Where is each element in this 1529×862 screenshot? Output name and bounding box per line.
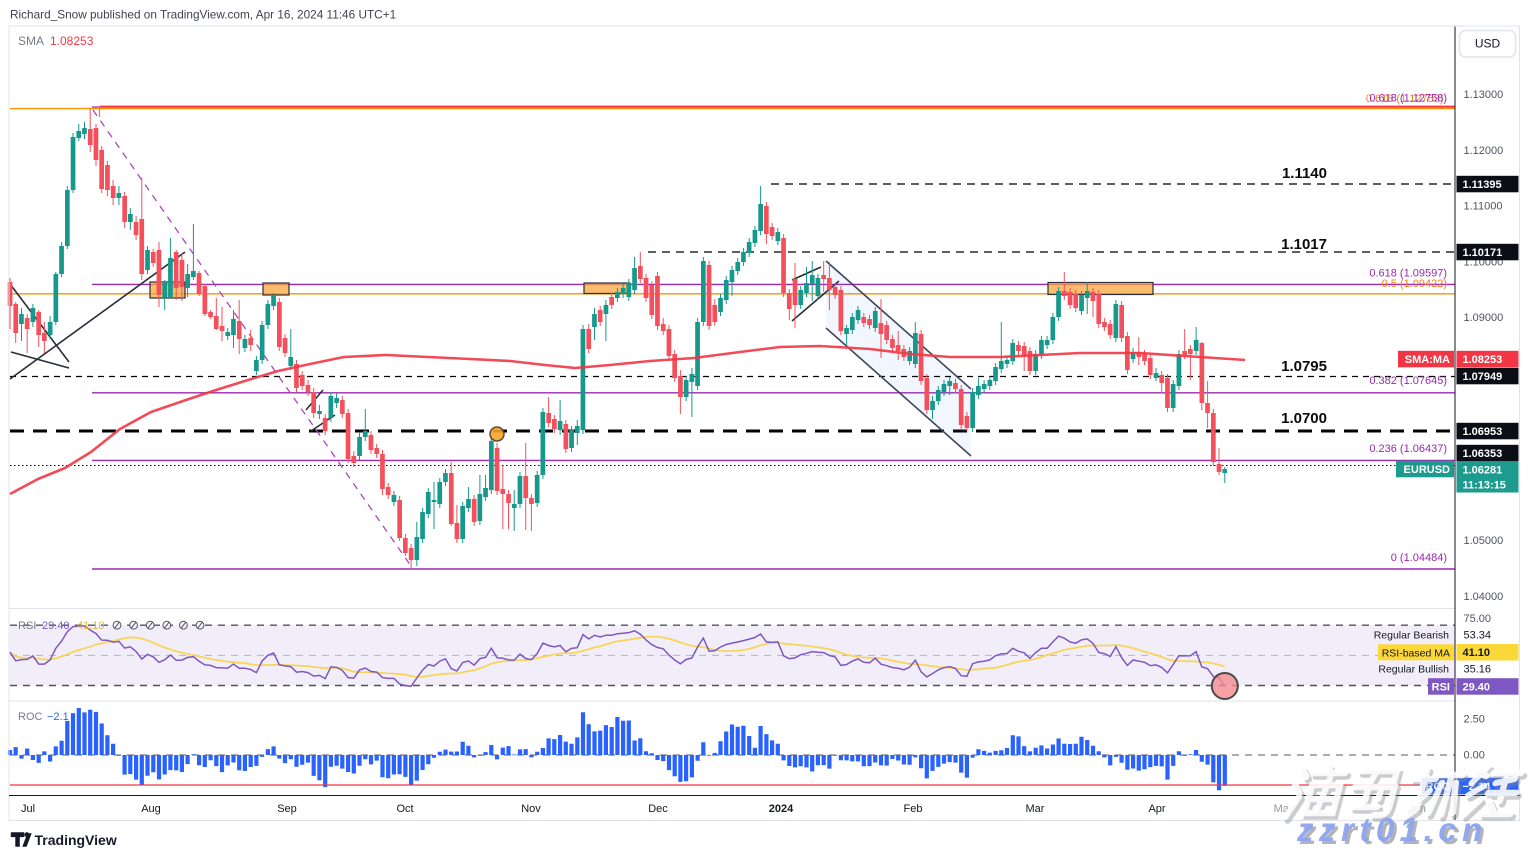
svg-text:RSI-based MA: RSI-based MA [1382,647,1450,659]
svg-text:1.11395: 1.11395 [1463,179,1502,191]
svg-text:0.618 (1.12758): 0.618 (1.12758) [1369,93,1447,105]
svg-text:1.07949: 1.07949 [1463,371,1503,383]
svg-text:RSI: RSI [18,620,36,632]
svg-text:SMA: SMA [18,34,44,48]
svg-text:53.34: 53.34 [1464,629,1492,641]
svg-text:1.1017: 1.1017 [1281,236,1327,253]
svg-text:1.09000: 1.09000 [1464,312,1504,324]
svg-text:75.00: 75.00 [1464,613,1492,625]
svg-text:−2.1: −2.1 [47,711,69,723]
svg-text:Oct: Oct [396,803,413,815]
svg-text:1.08253: 1.08253 [1463,354,1503,366]
svg-text:Mar: Mar [1026,803,1045,815]
svg-text:TradingView: TradingView [35,832,117,848]
svg-text:2024: 2024 [769,803,794,815]
svg-text:zzrt01.cn: zzrt01.cn [1299,814,1491,851]
svg-text:Jul: Jul [21,803,35,815]
svg-text:Apr: Apr [1148,803,1165,815]
svg-text:29.40: 29.40 [1463,681,1491,693]
svg-text:Aug: Aug [141,803,161,815]
svg-text:29.40: 29.40 [42,620,70,632]
svg-text:0.236 (1.06437): 0.236 (1.06437) [1369,443,1447,455]
svg-text:Richard_Snow published on Trad: Richard_Snow published on TradingView.co… [10,8,396,22]
svg-text:RSI: RSI [1432,681,1450,693]
svg-text:1.05000: 1.05000 [1464,535,1504,547]
svg-text:1.06953: 1.06953 [1463,426,1503,438]
svg-text:ROC: ROC [18,711,43,723]
svg-text:Nov: Nov [521,803,541,815]
svg-text:zzrt01.cn: zzrt01.cn [1296,811,1488,848]
svg-text:Sep: Sep [277,803,297,815]
svg-text:Dec: Dec [648,803,668,815]
svg-text:1.0700: 1.0700 [1281,410,1327,427]
svg-text:1.11000: 1.11000 [1464,201,1503,213]
svg-text:1.04000: 1.04000 [1464,591,1504,603]
svg-text:41.10: 41.10 [77,620,105,632]
svg-text:1.1140: 1.1140 [1282,165,1327,182]
svg-text:41.10: 41.10 [1463,647,1491,659]
svg-text:SMA:MA: SMA:MA [1405,354,1450,366]
svg-text:0.00: 0.00 [1464,750,1485,762]
svg-text:Feb: Feb [904,803,923,815]
svg-text:1.08253: 1.08253 [50,34,94,48]
svg-text:Regular Bullish: Regular Bullish [1378,663,1449,675]
svg-text:11:13:15: 11:13:15 [1463,479,1506,491]
svg-text:0.618 (1.12753): 0.618 (1.12753) [1366,93,1444,105]
svg-text:1.06353: 1.06353 [1463,448,1503,460]
svg-text:35.16: 35.16 [1464,663,1492,675]
svg-text:USD: USD [1475,37,1501,51]
svg-text:1.13000: 1.13000 [1464,89,1504,101]
svg-text:1.12000: 1.12000 [1464,145,1504,157]
svg-text:0 (1.04484): 0 (1.04484) [1391,552,1447,564]
svg-text:0.618 (1.09597): 0.618 (1.09597) [1369,268,1447,280]
svg-text:0.5 (1.09422): 0.5 (1.09422) [1382,278,1447,290]
svg-text:Regular Bearish: Regular Bearish [1374,629,1449,641]
svg-text:0.382 (1.07645): 0.382 (1.07645) [1369,375,1447,387]
svg-text:2.50: 2.50 [1464,714,1485,726]
svg-text:1.10171: 1.10171 [1463,247,1503,259]
svg-text:1.0795: 1.0795 [1281,358,1327,375]
svg-text:EURUSD: EURUSD [1404,464,1451,476]
svg-text:1.06281: 1.06281 [1463,464,1503,476]
